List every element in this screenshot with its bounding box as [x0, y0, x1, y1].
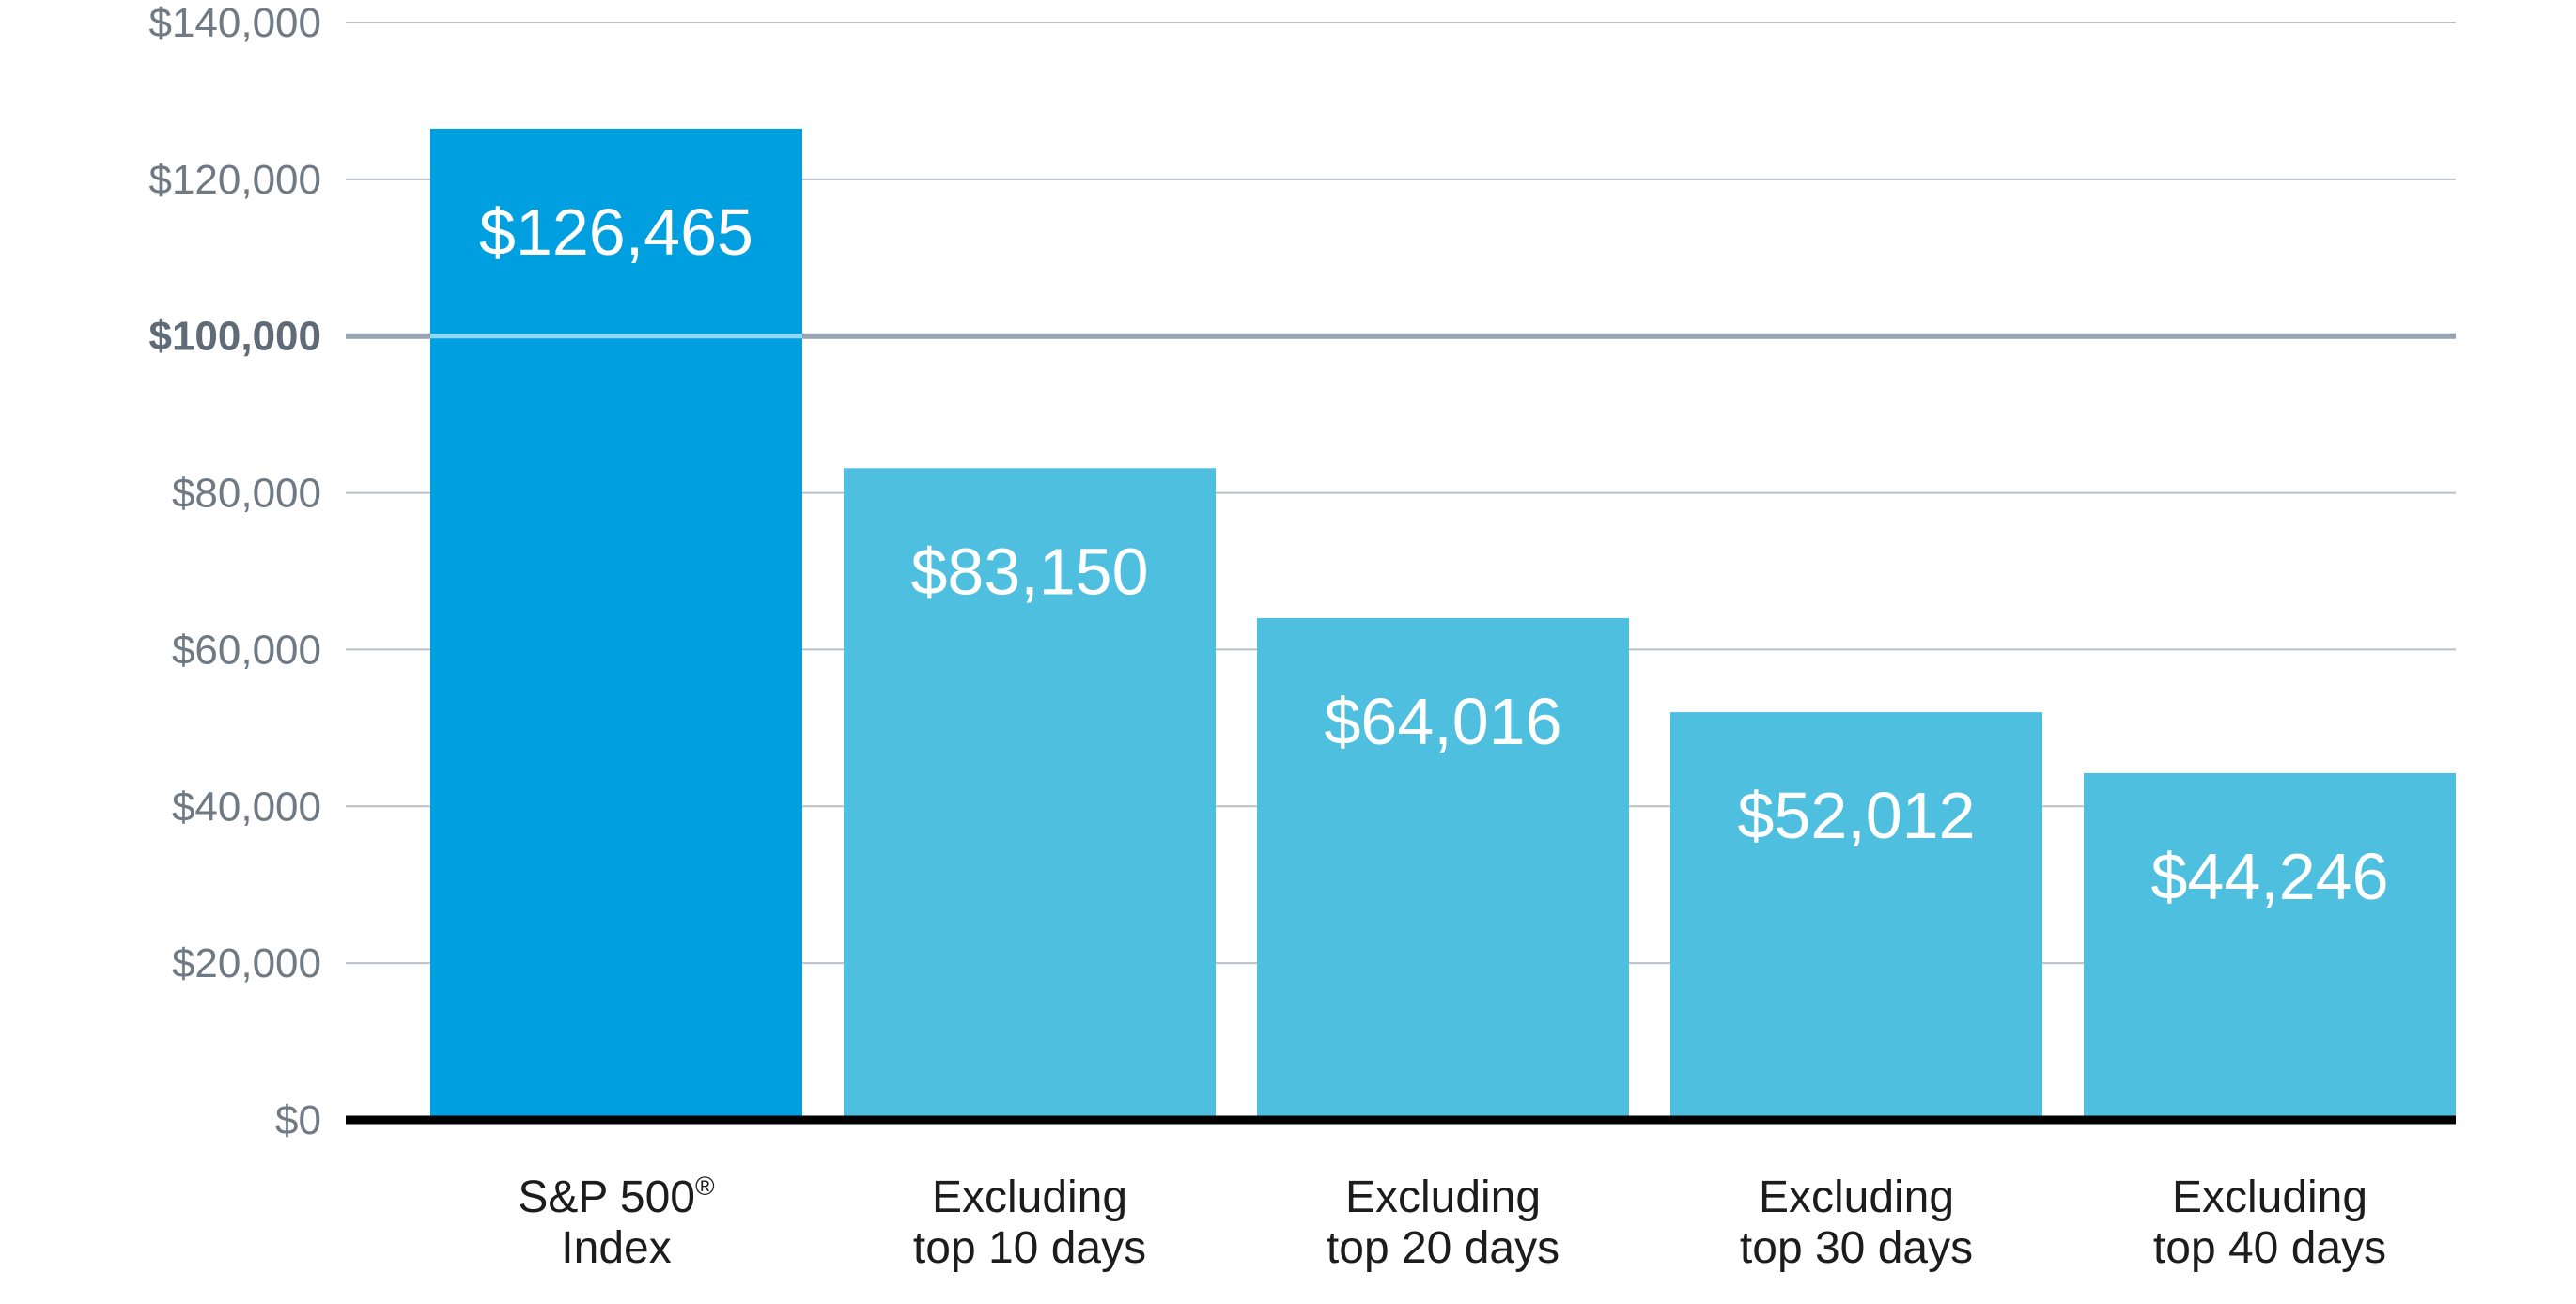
bar-3 [1257, 617, 1629, 1120]
x-category-label: Excluding [932, 1172, 1127, 1222]
bar-value-label: $83,150 [910, 535, 1148, 608]
x-category-label: top 10 days [913, 1223, 1146, 1273]
bar-value-label: $52,012 [1737, 779, 1975, 852]
reference-overlay [346, 334, 2456, 1125]
bar-1 [430, 128, 802, 1121]
bar-4 [1670, 712, 2042, 1120]
x-category-label: S&P 500® [518, 1172, 715, 1222]
bars [430, 128, 2456, 1121]
x-category-label: top 30 days [1740, 1223, 1973, 1273]
bar-5 [2084, 772, 2456, 1120]
x-category-label: Excluding [2172, 1172, 2367, 1222]
y-tick-label: $0 [275, 1097, 321, 1143]
registered-mark: ® [695, 1172, 715, 1201]
y-tick-label: $20,000 [172, 940, 321, 986]
x-category-label: Excluding [1345, 1172, 1541, 1222]
y-tick-label: $60,000 [172, 627, 321, 673]
bar-value-labels: $126,465 $83,150 $64,016 $52,012 $44,246 [479, 195, 2389, 913]
bar-value-label: $126,465 [479, 195, 753, 269]
y-tick-label: $120,000 [148, 157, 321, 203]
y-tick-label: $140,000 [148, 0, 321, 46]
x-category-label: top 40 days [2153, 1223, 2386, 1273]
y-tick-label: $80,000 [172, 471, 321, 517]
x-category-label: top 20 days [1327, 1223, 1560, 1273]
y-axis-labels: $0 $20,000 $40,000 $60,000 $80,000 $100,000 $1… [148, 0, 321, 1143]
y-tick-label: $40,000 [172, 784, 321, 830]
bar-value-label: $44,246 [2150, 840, 2388, 913]
x-category-label: Index [561, 1223, 671, 1273]
bar-value-label: $64,016 [1324, 685, 1561, 758]
x-category-label: Excluding [1759, 1172, 1954, 1222]
bar-2 [844, 468, 1216, 1120]
y-tick-label: $100,000 [148, 314, 321, 360]
